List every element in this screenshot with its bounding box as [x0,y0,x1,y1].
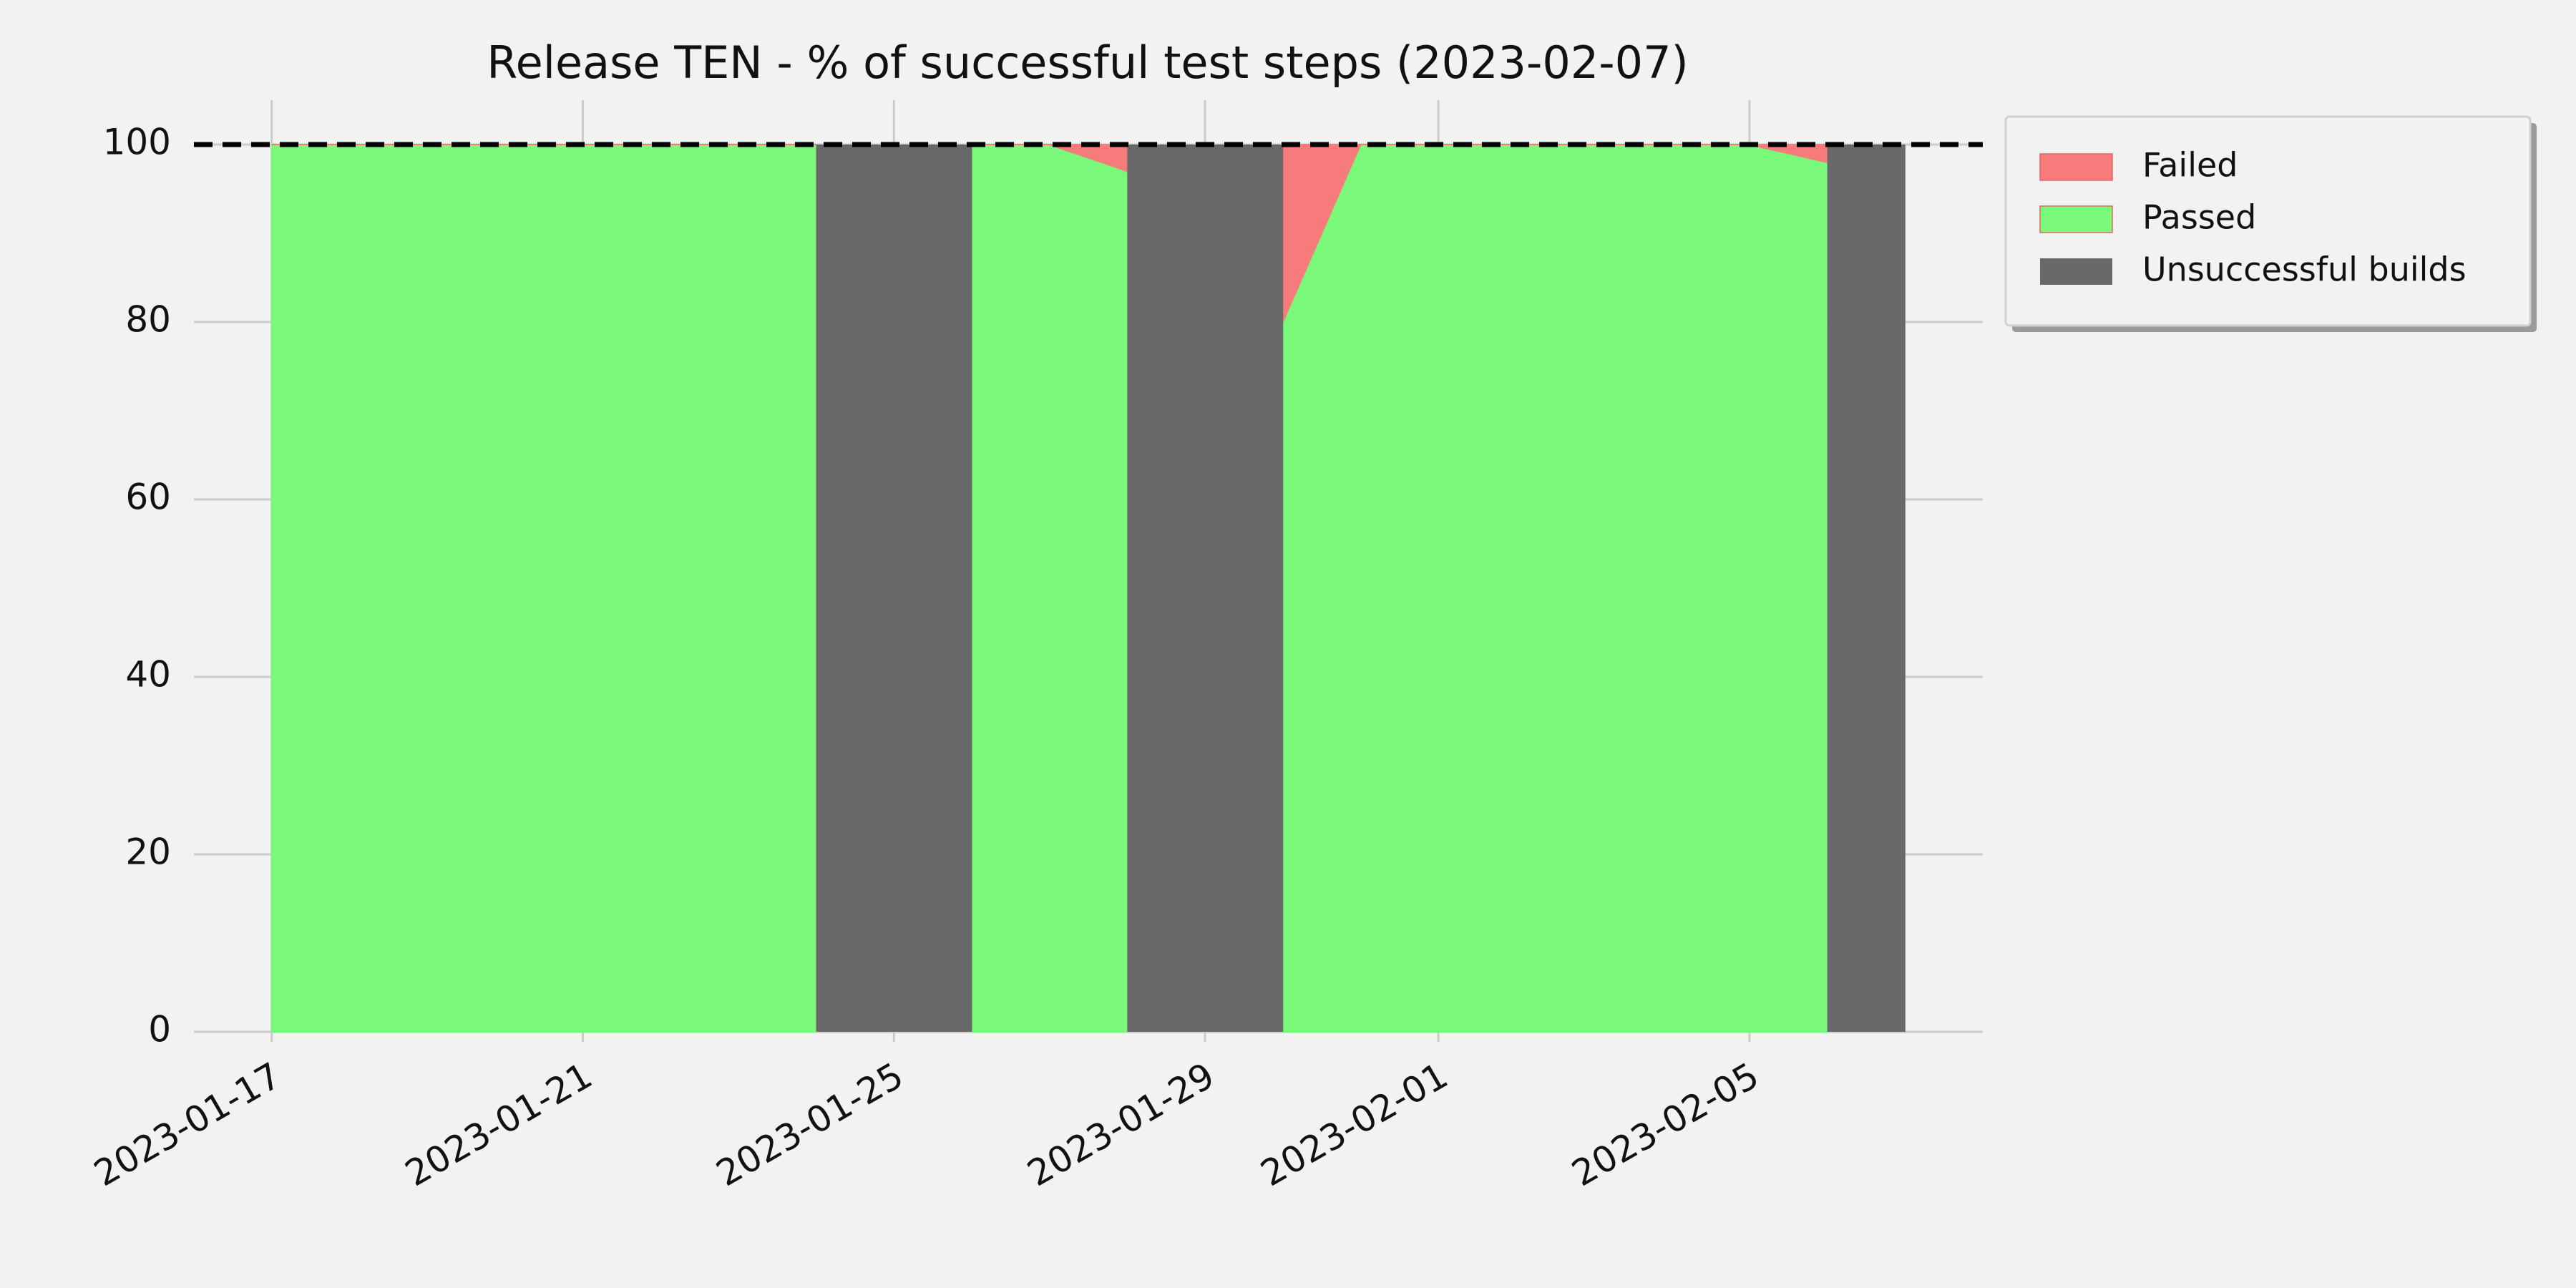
legend-swatch [2040,258,2112,285]
bar [894,145,972,1032]
area [970,144,1128,1033]
bar [816,145,894,1032]
y-tick-label: 0 [148,1009,171,1050]
y-tick-label: 20 [125,831,171,873]
area [270,144,817,1033]
y-tick-label: 40 [125,654,171,696]
legend-swatch [2039,153,2113,181]
bar [1127,145,1206,1032]
legend: Failed Passed Unsuccessful builds [2004,115,2537,332]
legend-label: Failed [2142,146,2238,185]
legend-label: Passed [2142,198,2256,237]
legend-swatch [2039,205,2113,233]
bar [1205,145,1284,1032]
y-tick-label: 100 [103,122,171,163]
legend-box [2004,115,2532,327]
y-tick-label: 60 [125,477,171,518]
legend-label: Unsuccessful builds [2142,250,2467,289]
bar [1827,145,1906,1032]
area [1282,144,1828,1033]
chart-title: Release TEN - % of successful test steps… [487,36,1688,89]
y-tick-label: 80 [125,299,171,341]
